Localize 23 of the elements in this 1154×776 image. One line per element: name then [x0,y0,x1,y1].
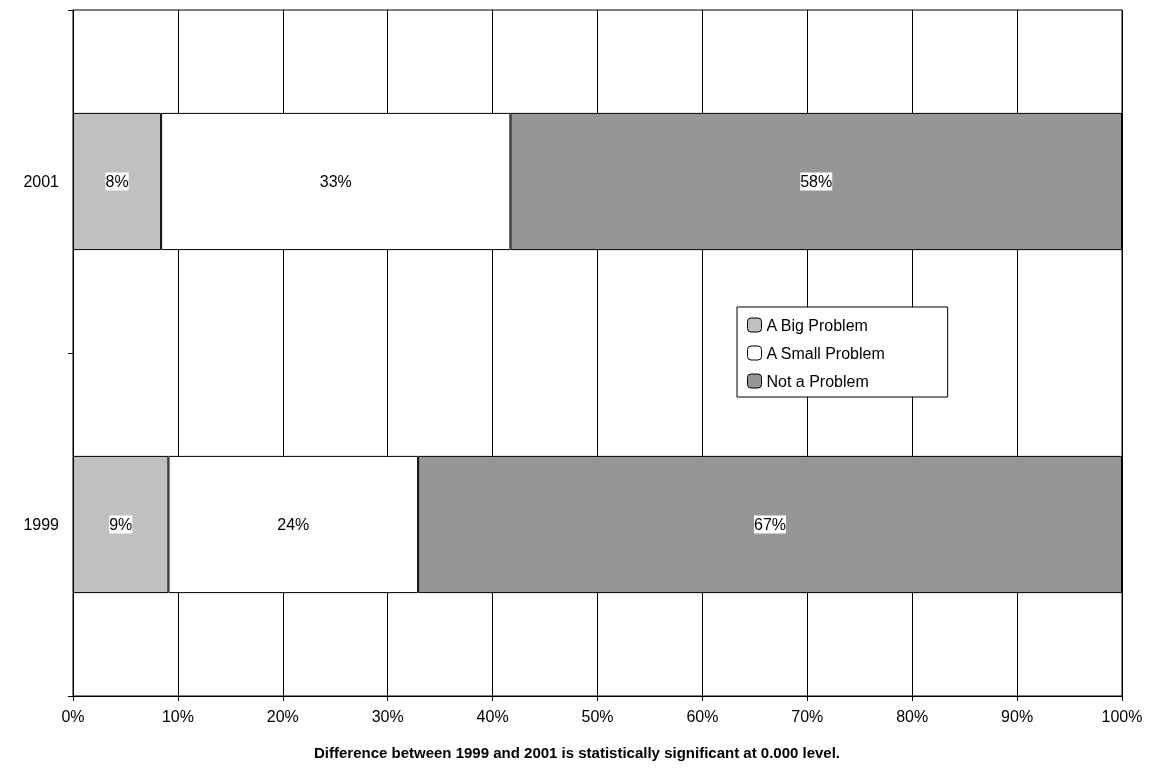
legend-label: Not a Problem [766,372,869,390]
x-tick-label: 100% [1101,707,1143,725]
text: Difference between 1999 and 2001 is statistically significant at 0.000 level. [313,744,841,761]
x-tick-label: 60% [686,707,719,725]
x-tick-label: 50% [581,707,614,725]
x-tick-label: 90% [1001,707,1034,725]
x-tick-label: 10% [161,707,194,725]
x-tick-label: 30% [371,707,404,725]
x-tick-label: 20% [266,707,299,725]
data-label: 58% [800,173,833,190]
data-label: 33% [319,173,352,190]
data-label: 8% [105,173,129,190]
data-label: 24% [277,516,310,533]
y-tick-label: 2001 [23,173,60,190]
x-tick-label: 80% [896,707,929,725]
x-tick-label: 40% [476,707,509,725]
legend-label: A Small Problem [766,344,885,362]
legend-label: A Big Problem [766,316,868,334]
x-tick-label: 70% [791,707,824,725]
y-tick-label: 1999 [23,516,60,533]
data-label: 67% [754,516,787,533]
data-label: 9% [109,516,133,533]
x-tick-label: 0% [61,707,85,725]
